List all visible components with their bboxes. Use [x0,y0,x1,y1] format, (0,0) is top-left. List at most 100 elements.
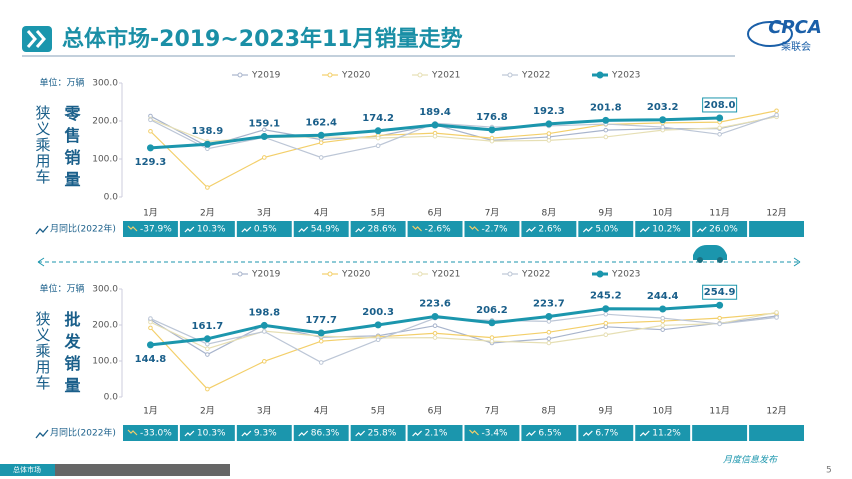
yoy-arrow [412,430,423,437]
data-point [545,120,553,128]
x-tick-label: 12月 [766,406,786,417]
logo-text: CPCA [768,17,822,38]
data-point [602,116,610,124]
yoy-cell [578,221,634,237]
data-point [546,131,552,136]
yoy-value: 0.5% [254,225,277,235]
data-point [261,329,267,334]
x-tick-label: 1月 [143,208,158,219]
unit-label: 单位：万辆 [39,77,84,89]
x-tick-label: 9月 [598,208,613,219]
footer-tab[interactable] [0,464,55,476]
data-point [774,315,779,320]
yoy-cell [578,425,634,441]
legend-marker [507,72,513,78]
footer-tab-label[interactable]: 总体市场 [13,465,41,474]
data-point [489,138,495,144]
yoy-arrow [582,430,593,437]
yoy-value: 28.6% [368,225,397,235]
data-point [717,315,722,321]
logo-sub: 乘联会 [781,40,811,53]
data-point [205,386,210,392]
data-point [148,319,153,325]
yoy-arrow [639,430,650,437]
data-label: 203.2 [647,102,679,113]
yoy-cell [350,425,406,441]
yoy-cell [749,425,804,441]
data-point [489,335,495,340]
yoy-arrow [412,225,423,232]
footer-bar [0,464,230,476]
yoy-arrow [355,430,366,437]
data-point [716,114,724,122]
yoy-value: 2.6% [538,225,561,235]
data-point [261,127,267,133]
yoy-arrow [469,225,479,232]
legend-label: Y2021 [431,270,460,280]
yoy-arrow [127,225,138,232]
data-point [148,325,153,331]
data-point [659,116,667,124]
series-line [150,315,777,356]
yoy-icon [35,429,49,439]
title-icon [22,26,52,52]
data-point [545,312,553,320]
data-point [261,155,267,160]
x-tick-label: 5月 [371,208,386,219]
yoy-value: 25.8% [368,429,397,439]
yoy-arrow [525,226,536,233]
legend-label: Y2022 [521,270,550,280]
yoy-cell [521,425,577,441]
data-point [205,185,210,190]
data-label: 144.8 [135,354,167,365]
yoy-value: 26.0% [709,225,738,235]
data-point [546,340,552,346]
yoy-value: -37.9% [140,225,172,235]
data-label: 174.2 [362,113,394,124]
x-tick-label: 2月 [200,406,215,417]
data-point [546,336,552,341]
data-point [774,310,779,315]
y-tick-label: 200.0 [92,117,118,127]
data-point [717,125,722,131]
y-tick-label: 0.0 [104,393,119,403]
yoy-arrow [127,429,138,436]
side-label: 狭义乘用车 [34,105,52,185]
data-point [431,313,439,321]
y-tick-label: 100.0 [92,155,118,165]
legend-marker [237,271,243,277]
yoy-arrow [525,430,536,437]
data-label: 176.8 [476,112,508,123]
yoy-cell [749,221,804,237]
yoy-cell [293,425,349,441]
yoy-value: 54.9% [311,225,340,235]
data-label: 206.2 [476,305,508,316]
x-tick-label: 7月 [485,406,500,417]
data-point [260,321,268,329]
yoy-arrow [582,226,593,233]
y-tick-label: 300.0 [92,285,118,295]
x-tick-label: 11月 [709,406,729,417]
data-point [375,135,381,141]
data-label: 198.8 [248,307,280,318]
legend-label: Y2019 [251,270,281,280]
yoy-value: 9.3% [254,429,277,439]
yoy-arrow [469,429,479,436]
data-point [717,321,722,327]
data-point [660,315,666,321]
yoy-cell [407,221,463,237]
data-point [488,126,496,134]
data-label: 189.4 [419,107,451,118]
yoy-value: 6.5% [538,429,561,439]
data-point [374,127,382,135]
yoy-cell [179,221,235,237]
yoy-value: -33.0% [140,429,172,439]
data-point [546,319,552,324]
data-point [205,346,210,352]
yoy-arrow [184,226,195,233]
series-line [150,312,777,390]
yoy-value: 10.3% [197,429,226,439]
data-point [318,360,324,365]
